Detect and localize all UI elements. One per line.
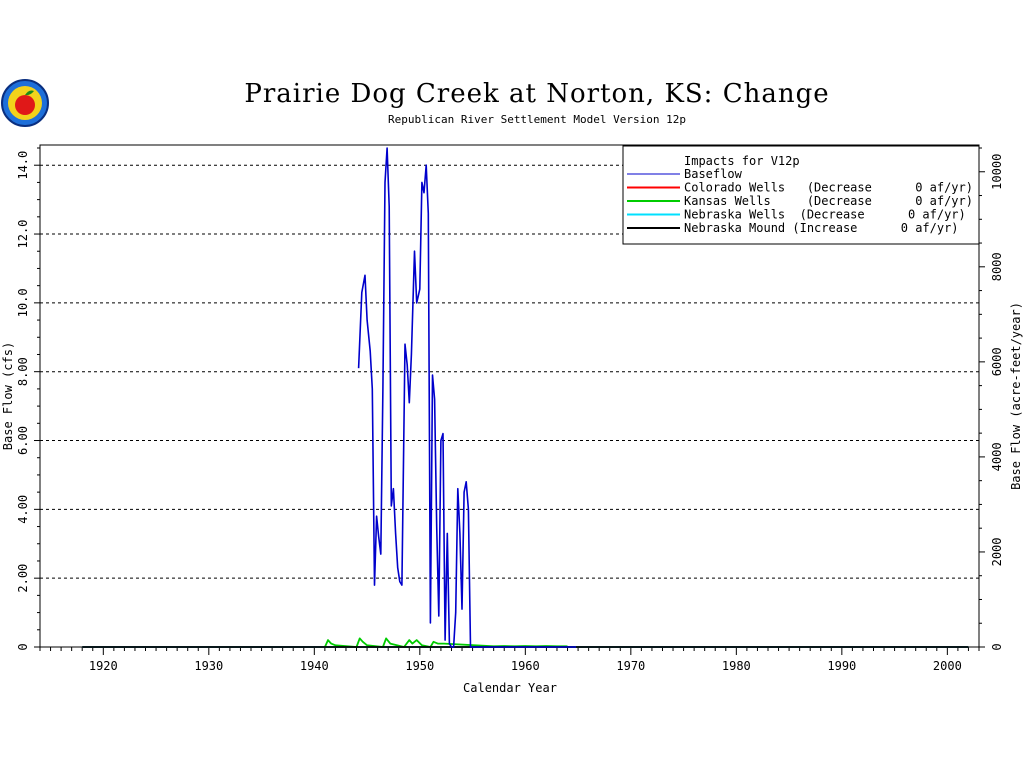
y2-tick-label: 6000 (990, 347, 1004, 376)
x-tick-label: 1930 (194, 659, 223, 673)
y2-tick-label: 10000 (990, 154, 1004, 190)
y-axis-label: Base Flow (cfs) (1, 342, 15, 450)
series-line-1 (324, 637, 568, 648)
legend-label: Nebraska Mound (Increase 0 af/yr) (684, 221, 959, 235)
x-tick-label: 1980 (722, 659, 751, 673)
y2-tick-label: 0 (990, 643, 1004, 650)
legend-label: Baseflow (684, 167, 743, 181)
y-tick-label: 2.00 (16, 564, 30, 593)
series-line-0 (357, 147, 576, 648)
legend-label: Nebraska Wells (Decrease 0 af/yr) (684, 208, 966, 222)
series-group (82, 147, 969, 648)
x-tick-label: 1970 (616, 659, 645, 673)
x-tick-label: 1920 (89, 659, 118, 673)
x-tick-label: 1960 (511, 659, 540, 673)
x-axis-label: Calendar Year (463, 681, 557, 695)
y-tick-label: 6.00 (16, 426, 30, 455)
x-tick-label: 1950 (405, 659, 434, 673)
logo (1, 79, 49, 127)
x-tick-label: 1940 (300, 659, 329, 673)
legend-label: Colorado Wells (Decrease 0 af/yr) (684, 181, 973, 195)
chart-subtitle: Republican River Settlement Model Versio… (388, 113, 686, 126)
legend-label: Kansas Wells (Decrease 0 af/yr) (684, 194, 973, 208)
legend-title: Impacts for V12p (684, 154, 800, 168)
y2-axis-label: Base Flow (acre-feet/year) (1009, 302, 1023, 490)
x-tick-label: 1990 (827, 659, 856, 673)
y2-tick-label: 4000 (990, 442, 1004, 471)
y-tick-label: 0 (16, 643, 30, 650)
x-tick-label: 2000 (933, 659, 962, 673)
y-axis-right: 0 2000 4000 6000 8000 10000 (979, 147, 1004, 651)
legend-box (622, 145, 980, 245)
y-axis-left: 0 2.00 4.00 6.00 8.00 10.0 12.0 14.0 (16, 147, 40, 651)
chart-title: Prairie Dog Creek at Norton, KS: Change (244, 79, 829, 109)
y-tick-label: 8.00 (16, 357, 30, 386)
y2-tick-label: 8000 (990, 252, 1004, 281)
x-axis: 1920 1930 1940 1950 1960 1970 1980 1990 2000 (39, 647, 980, 673)
y-tick-label: 10.0 (16, 288, 30, 317)
y-tick-label: 14.0 (16, 151, 30, 180)
y-tick-label: 12.0 (16, 220, 30, 249)
y2-tick-label: 2000 (990, 537, 1004, 566)
y-tick-label: 4.00 (16, 495, 30, 524)
